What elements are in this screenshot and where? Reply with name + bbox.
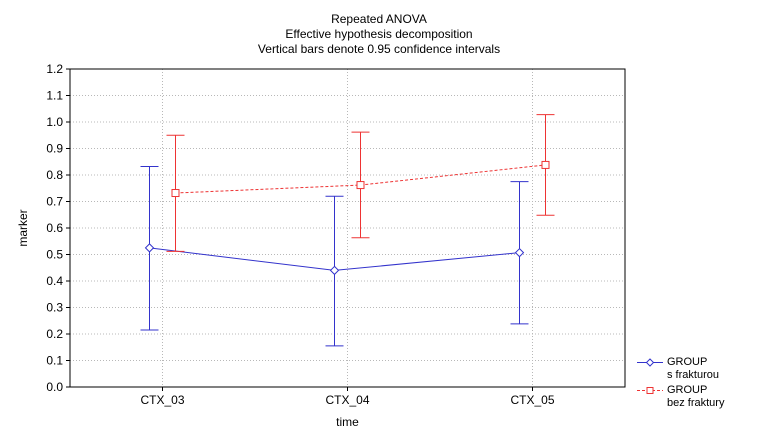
legend-label-group-2: GROUP (667, 384, 708, 396)
y-tick-label: 0.1 (46, 354, 63, 368)
data-point-diamond (144, 243, 155, 253)
y-tick-label: 1.0 (46, 115, 63, 129)
data-point-square (541, 160, 550, 169)
data-point-diamond (329, 265, 340, 276)
chart-title: Repeated ANOVA (331, 12, 427, 26)
legend: GROUP s frakturou GROUP bez fraktury (635, 356, 724, 410)
y-tick-label: 1.2 (46, 62, 63, 76)
x-tick-label: CTX_05 (510, 393, 554, 407)
y-tick-label: 0.8 (46, 168, 63, 182)
y-tick-label: 0.5 (46, 248, 63, 262)
y-tick-label: 0.2 (46, 327, 63, 341)
x-axis-label: time (336, 415, 359, 429)
x-tick-label: CTX_04 (325, 393, 369, 407)
legend-swatch-square (637, 387, 663, 394)
y-tick-label: 0.3 (46, 301, 63, 315)
legend-sublabel-s-frakturou: s frakturou (667, 369, 719, 381)
y-tick-label: 0.4 (46, 274, 63, 288)
y-tick-label: 0.0 (46, 380, 63, 394)
legend-label-group-1: GROUP (667, 356, 708, 368)
legend-entry-s-frakturou: GROUP (635, 356, 724, 369)
y-tick-label: 1.1 (46, 89, 63, 103)
y-tick-label: 0.7 (46, 195, 63, 209)
chart-subtitle-1: Effective hypothesis decomposition (285, 27, 473, 41)
chart-subtitle-2: Vertical bars denote 0.95 confidence int… (257, 42, 501, 56)
data-point-square (356, 181, 365, 190)
legend-sublabel-bez-fraktury: bez fraktury (667, 397, 725, 409)
x-tick-label: CTX_03 (140, 393, 184, 407)
data-point-square (171, 189, 180, 198)
y-axis-label: marker (16, 209, 30, 246)
legend-swatch-diamond (637, 358, 663, 367)
y-tick-label: 0.9 (46, 142, 63, 156)
y-tick-label: 0.6 (46, 221, 63, 235)
data-point-diamond (514, 247, 525, 258)
legend-entry-bez-fraktury: GROUP (635, 384, 724, 397)
